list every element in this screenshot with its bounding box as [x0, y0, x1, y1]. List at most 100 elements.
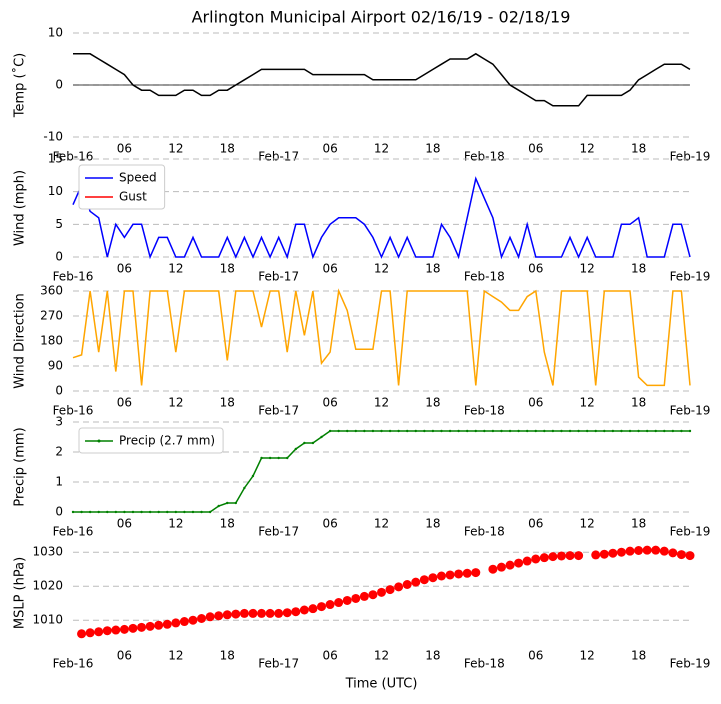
- data-point: [94, 627, 104, 637]
- x-tick-label: 06: [528, 649, 543, 663]
- x-tick-label: Feb-17: [258, 657, 299, 671]
- data-point: [668, 548, 678, 558]
- data-point: [454, 569, 464, 579]
- data-point: [311, 441, 315, 445]
- data-point: [299, 605, 309, 615]
- y-tick-label: 1: [55, 475, 63, 489]
- data-point: [551, 429, 555, 433]
- data-point: [174, 510, 178, 514]
- y-tick-label: 0: [55, 250, 63, 264]
- data-point: [377, 587, 386, 597]
- y-tick-label: 0: [55, 78, 63, 92]
- x-tick-label: Feb-16: [53, 270, 94, 284]
- x-tick-label: Feb-17: [258, 525, 299, 539]
- data-point: [634, 546, 644, 555]
- data-point: [217, 504, 220, 508]
- y-tick-label: 1010: [32, 613, 63, 627]
- x-tick-label: 18: [425, 396, 440, 410]
- x-tick-label: 18: [631, 396, 646, 410]
- data-point: [448, 429, 452, 433]
- data-point: [505, 560, 515, 570]
- data-point: [368, 590, 378, 600]
- data-point: [428, 573, 438, 583]
- data-point: [474, 429, 477, 433]
- x-tick-label: Feb-19: [670, 404, 711, 418]
- data-point: [320, 435, 323, 439]
- x-tick-label: 12: [168, 142, 183, 156]
- legend-marker: [97, 439, 101, 443]
- x-tick-label: 06: [528, 396, 543, 410]
- data-point: [514, 558, 524, 568]
- data-point: [80, 510, 83, 514]
- data-point: [111, 625, 121, 635]
- data-point: [616, 547, 626, 557]
- data-point: [231, 609, 241, 619]
- x-tick-label: Feb-19: [670, 270, 711, 284]
- data-point: [603, 429, 606, 433]
- data-point: [397, 429, 400, 433]
- data-point: [317, 602, 327, 612]
- data-point: [471, 568, 481, 578]
- x-tick-label: 18: [631, 142, 646, 156]
- data-point: [303, 441, 306, 445]
- data-point: [496, 562, 506, 572]
- data-point: [462, 568, 472, 578]
- data-point: [351, 593, 361, 603]
- data-point: [611, 429, 615, 433]
- data-point: [191, 510, 195, 514]
- data-point: [123, 510, 126, 514]
- data-point: [248, 608, 258, 618]
- data-point: [85, 628, 95, 638]
- x-tick-label: 12: [580, 649, 595, 663]
- data-point: [166, 510, 169, 514]
- y-tick-label: 1020: [32, 579, 63, 593]
- data-point: [431, 429, 435, 433]
- data-point: [119, 624, 129, 634]
- data-point: [671, 429, 675, 433]
- data-point: [394, 582, 404, 592]
- data-point: [663, 429, 666, 433]
- x-tick-label: 06: [322, 396, 337, 410]
- data-point: [585, 429, 589, 433]
- data-point: [214, 611, 224, 621]
- legend-box: [78, 427, 224, 454]
- legend-label: Speed: [119, 171, 157, 185]
- data-line: [72, 176, 691, 260]
- x-tick-label: 12: [374, 396, 389, 410]
- x-tick-label: Feb-16: [53, 657, 94, 671]
- x-tick-label: 06: [322, 517, 337, 531]
- data-point: [131, 510, 135, 514]
- data-point: [574, 551, 584, 561]
- data-point: [565, 551, 575, 561]
- data-point: [517, 429, 520, 433]
- y-axis-label: Wind (mph): [13, 170, 28, 246]
- data-point: [577, 429, 580, 433]
- data-point: [234, 501, 238, 505]
- data-point: [102, 626, 112, 636]
- data-point: [659, 546, 669, 556]
- data-point: [294, 447, 298, 451]
- x-tick-label: 12: [168, 262, 183, 276]
- data-point: [436, 571, 446, 581]
- data-point: [162, 619, 172, 629]
- data-point: [268, 456, 272, 460]
- data-point: [171, 618, 181, 628]
- y-tick-label: 2: [55, 445, 63, 459]
- data-point: [440, 429, 443, 433]
- y-axis-label: Wind Direction: [13, 293, 28, 389]
- data-point: [539, 553, 549, 563]
- x-tick-label: Feb-17: [258, 270, 299, 284]
- data-point: [500, 429, 503, 433]
- data-point: [243, 486, 246, 490]
- data-point: [508, 429, 512, 433]
- x-tick-label: Feb-19: [670, 525, 711, 539]
- x-tick-label: Feb-18: [464, 150, 505, 164]
- x-tick-label: 06: [322, 649, 337, 663]
- data-point: [465, 429, 469, 433]
- data-line: [72, 288, 691, 387]
- legend-label: Precip (2.7 mm): [119, 434, 215, 448]
- y-tick-label: 270: [40, 309, 63, 323]
- x-tick-label: Feb-17: [258, 150, 299, 164]
